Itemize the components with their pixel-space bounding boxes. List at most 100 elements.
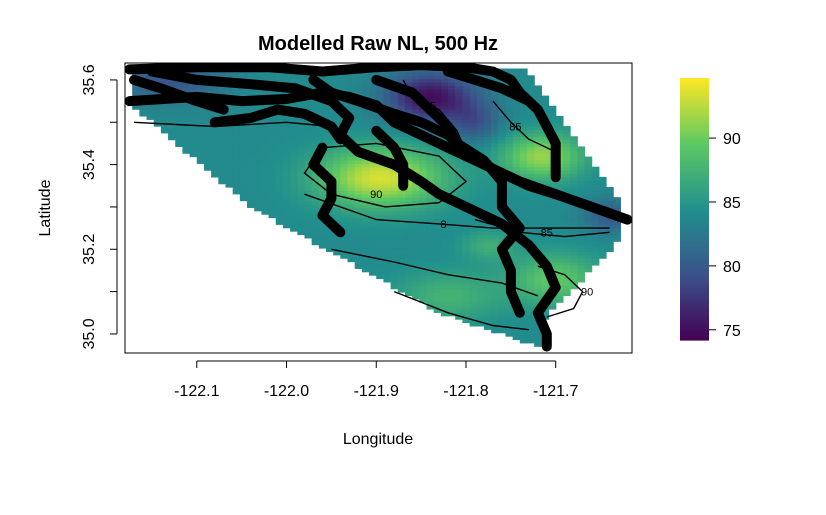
heatmap-cell bbox=[297, 136, 306, 141]
heatmap-cell bbox=[577, 193, 586, 198]
heatmap-cell bbox=[433, 176, 442, 181]
heatmap-cell bbox=[519, 78, 528, 83]
heatmap-cell bbox=[570, 244, 578, 249]
heatmap-cell bbox=[182, 139, 191, 144]
colorbar-step bbox=[680, 331, 709, 335]
heatmap-cell bbox=[555, 224, 564, 229]
heatmap-cell bbox=[383, 264, 392, 269]
heatmap-cell bbox=[239, 109, 248, 114]
heatmap-cell bbox=[440, 278, 449, 283]
heatmap-cell bbox=[519, 163, 528, 168]
heatmap-cell bbox=[498, 302, 507, 307]
heatmap-cell bbox=[282, 203, 291, 208]
track-line bbox=[209, 104, 346, 145]
heatmap-cell bbox=[548, 231, 557, 236]
heatmap-cell bbox=[570, 237, 578, 242]
heatmap-cell bbox=[369, 237, 377, 242]
heatmap-cell bbox=[247, 146, 255, 151]
heatmap-cell bbox=[318, 234, 327, 239]
heatmap-cell bbox=[412, 261, 420, 266]
heatmap-cell bbox=[448, 115, 456, 120]
heatmap-cell bbox=[383, 241, 392, 246]
colorbar-step bbox=[680, 270, 709, 273]
heatmap-cell bbox=[527, 210, 535, 215]
heatmap-cell bbox=[476, 102, 485, 107]
heatmap-cell bbox=[426, 214, 435, 219]
heatmap-cell bbox=[397, 237, 406, 242]
heatmap-cell bbox=[290, 197, 298, 202]
heatmap-cell bbox=[527, 258, 535, 263]
heatmap-cell bbox=[376, 193, 385, 198]
heatmap-cell bbox=[541, 207, 550, 212]
heatmap-cell bbox=[397, 75, 406, 80]
heatmap-cell bbox=[189, 112, 198, 117]
heatmap-cell bbox=[203, 143, 212, 147]
heatmap-cell bbox=[498, 132, 507, 137]
heatmap-cell bbox=[361, 88, 370, 93]
heatmap-cell bbox=[562, 237, 571, 242]
colorbar-step bbox=[680, 191, 709, 195]
heatmap-cell bbox=[512, 129, 521, 134]
heatmap-cell bbox=[512, 71, 521, 76]
heatmap-cell bbox=[419, 258, 428, 263]
heatmap-cell bbox=[239, 156, 248, 161]
heatmap-cell bbox=[462, 254, 471, 259]
heatmap-cell bbox=[570, 180, 578, 185]
heatmap-cell bbox=[483, 285, 492, 290]
heatmap-cell bbox=[361, 268, 370, 273]
heatmap-cell bbox=[376, 122, 385, 127]
heatmap-cell bbox=[548, 237, 557, 242]
heatmap-cell bbox=[225, 132, 234, 137]
heatmap-cell bbox=[419, 200, 428, 205]
heatmap-cell bbox=[433, 241, 442, 246]
heatmap-cell bbox=[297, 203, 306, 208]
heatmap-cell bbox=[519, 295, 528, 300]
heatmap-cell bbox=[304, 139, 313, 144]
heatmap-cell bbox=[541, 203, 550, 208]
heatmap-cell bbox=[562, 258, 571, 263]
heatmap-cell bbox=[419, 264, 428, 269]
heatmap-cell bbox=[333, 187, 341, 192]
heatmap-cell bbox=[462, 227, 471, 232]
heatmap-cell bbox=[577, 234, 586, 239]
heatmap-cell bbox=[613, 207, 621, 212]
heatmap-cell bbox=[570, 166, 578, 171]
heatmap-cell bbox=[376, 258, 385, 263]
heatmap-cell bbox=[440, 187, 449, 192]
heatmap-cell bbox=[333, 210, 341, 215]
heatmap-cell bbox=[311, 139, 320, 144]
heatmap-cell bbox=[412, 210, 420, 215]
heatmap-cell bbox=[211, 126, 219, 131]
heatmap-cell bbox=[318, 102, 327, 107]
heatmap-cell bbox=[469, 95, 478, 100]
heatmap-cell bbox=[469, 200, 478, 205]
heatmap-cell bbox=[469, 115, 478, 120]
colorbar-step bbox=[680, 224, 709, 228]
heatmap-cell bbox=[591, 176, 600, 181]
heatmap-cell bbox=[483, 271, 492, 276]
heatmap-cell bbox=[311, 203, 320, 208]
heatmap-cell bbox=[390, 102, 399, 107]
heatmap-cell bbox=[419, 112, 428, 117]
heatmap-cell bbox=[376, 92, 385, 97]
heatmap-cell bbox=[498, 136, 507, 141]
heatmap-cell bbox=[548, 258, 557, 263]
heatmap-cell bbox=[419, 71, 428, 76]
heatmap-cell bbox=[383, 275, 392, 280]
heatmap-cell bbox=[397, 248, 406, 252]
heatmap-cell bbox=[326, 146, 334, 151]
heatmap-cell bbox=[512, 109, 521, 114]
heatmap-cell bbox=[598, 251, 607, 256]
heatmap-cell bbox=[347, 244, 356, 249]
heatmap-cell bbox=[570, 227, 578, 232]
heatmap-cell bbox=[340, 88, 349, 93]
heatmap-cell bbox=[297, 166, 306, 171]
heatmap-cell bbox=[354, 244, 363, 249]
heatmap-cell bbox=[519, 329, 528, 334]
heatmap-cell bbox=[383, 122, 392, 127]
heatmap-cell bbox=[519, 170, 528, 175]
heatmap-cell bbox=[448, 231, 456, 236]
colorbar-step bbox=[680, 152, 709, 156]
heatmap-cell bbox=[534, 136, 542, 141]
heatmap-cell bbox=[153, 105, 162, 110]
